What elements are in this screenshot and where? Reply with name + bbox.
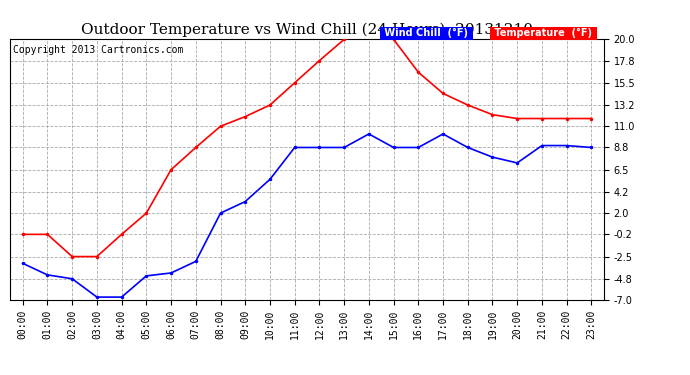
Title: Outdoor Temperature vs Wind Chill (24 Hours)  20131210: Outdoor Temperature vs Wind Chill (24 Ho… xyxy=(81,22,533,37)
Text: Copyright 2013 Cartronics.com: Copyright 2013 Cartronics.com xyxy=(13,45,184,55)
Text: Temperature  (°F): Temperature (°F) xyxy=(491,28,595,38)
Text: Wind Chill  (°F): Wind Chill (°F) xyxy=(381,28,471,38)
